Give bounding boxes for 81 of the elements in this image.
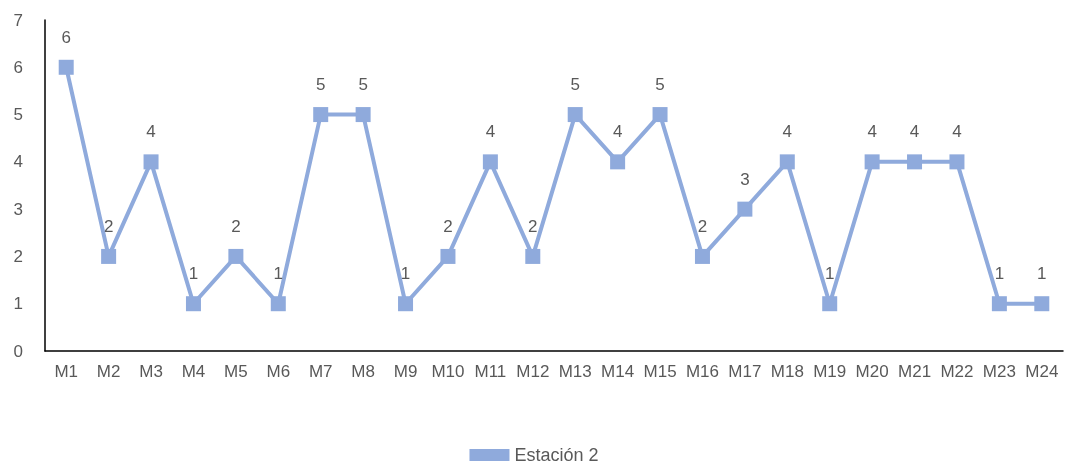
x-tick-label: M18: [770, 362, 804, 381]
data-label: 3: [740, 169, 750, 189]
point: [355, 107, 371, 123]
y-tick-label: 4: [13, 152, 23, 172]
y-tick-label: 1: [13, 294, 23, 314]
point: [313, 107, 329, 123]
data-label: 2: [103, 216, 114, 236]
x-tick-label: M4: [181, 362, 206, 381]
x-tick-label: M19: [813, 362, 847, 381]
legend-label: Estación 2: [514, 445, 599, 465]
x-tick-label: M24: [1025, 362, 1059, 381]
data-label: 5: [655, 75, 665, 95]
y-tick-label: 6: [13, 57, 23, 77]
point: [58, 59, 74, 75]
x-tick-label: M1: [54, 362, 79, 381]
data-label: 5: [570, 75, 580, 95]
point: [270, 296, 286, 312]
point: [652, 107, 668, 123]
data-label: 2: [697, 216, 708, 236]
data-label: 2: [231, 216, 241, 236]
y-tick-label: 7: [13, 10, 23, 30]
point: [694, 248, 710, 264]
data-label: 4: [867, 122, 877, 142]
x-tick-label: M8: [351, 362, 375, 381]
x-tick-label: M22: [940, 362, 974, 381]
point: [185, 296, 201, 312]
point: [822, 296, 838, 312]
x-tick-label: M12: [516, 362, 550, 381]
point: [779, 154, 795, 170]
point: [864, 154, 880, 170]
data-label: 4: [485, 122, 496, 142]
x-tick-label: M20: [855, 362, 889, 381]
data-label: 4: [782, 122, 793, 142]
x-tick-label: M16: [685, 362, 719, 381]
y-tick-label: 2: [13, 246, 23, 266]
x-tick-label: M3: [139, 362, 163, 381]
data-label: 1: [400, 264, 411, 284]
point: [482, 154, 498, 170]
y-tick-label: 0: [13, 341, 23, 361]
point: [949, 154, 965, 170]
x-tick-label: M17: [728, 362, 762, 381]
x-tick-label: M7: [308, 362, 333, 381]
point: [525, 248, 541, 264]
data-label: 2: [443, 216, 453, 236]
x-tick-label: M11: [474, 362, 507, 381]
point: [1034, 296, 1050, 312]
x-tick-label: M15: [643, 362, 677, 381]
y-tick-label: 3: [13, 199, 23, 219]
data-label: 4: [612, 122, 623, 142]
point: [737, 201, 753, 217]
point: [143, 154, 159, 170]
x-tick-label: M23: [982, 362, 1016, 381]
x-tick-label: M10: [431, 362, 465, 381]
data-label: 1: [824, 264, 835, 284]
data-label: 5: [315, 75, 326, 95]
data-label: 4: [909, 122, 920, 142]
y-tick-label: 5: [13, 105, 23, 125]
x-tick-label: M5: [224, 362, 248, 381]
point: [610, 154, 626, 170]
data-label: 1: [188, 264, 199, 284]
x-tick-label: M14: [601, 362, 635, 381]
x-tick-label: M13: [558, 362, 592, 381]
point: [567, 107, 583, 123]
data-label: 1: [273, 264, 284, 284]
data-label: 4: [952, 122, 962, 142]
point: [228, 248, 244, 264]
data-label: 5: [358, 75, 368, 95]
point: [398, 296, 414, 312]
data-label: 2: [528, 216, 538, 236]
data-label: 1: [1037, 264, 1047, 284]
data-label: 1: [994, 264, 1005, 284]
point: [440, 248, 456, 264]
point: [991, 296, 1007, 312]
point: [907, 154, 923, 170]
data-label: 4: [146, 122, 156, 142]
x-tick-label: M6: [266, 362, 291, 381]
x-tick-label: M21: [898, 362, 932, 381]
point: [101, 248, 117, 264]
x-tick-label: M2: [96, 362, 121, 381]
data-label: 6: [61, 27, 71, 47]
x-tick-label: M9: [393, 362, 418, 381]
